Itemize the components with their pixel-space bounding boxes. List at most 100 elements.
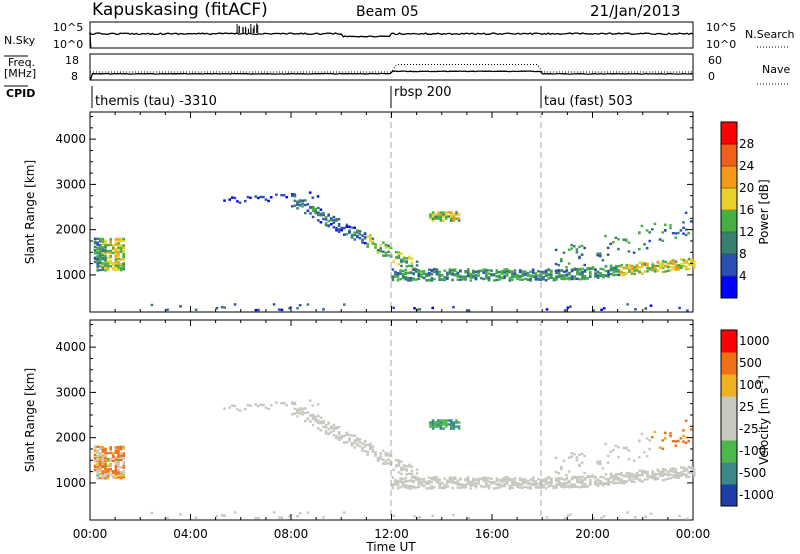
velocity-cell (363, 444, 367, 447)
station-title: Kapuskasing (fitACF) (92, 0, 268, 20)
power-cell (109, 261, 112, 265)
power-cell (429, 213, 432, 216)
velocity-cell (296, 515, 299, 518)
velocity-cell (350, 442, 354, 445)
velocity-cell (550, 484, 553, 487)
velocity-cell (615, 473, 618, 476)
power-cell (356, 231, 359, 234)
power-cell (557, 273, 561, 276)
velocity-cell (498, 479, 501, 482)
power-cell (563, 276, 566, 279)
power-cell (560, 274, 563, 277)
velocity-cell (617, 478, 621, 481)
power-cell (630, 267, 634, 271)
velocity-cell (405, 465, 408, 468)
power-cell (106, 251, 110, 254)
power-cell (565, 266, 568, 269)
power-cell (661, 231, 664, 234)
velocity-cell (500, 480, 504, 483)
velocity-cell (667, 474, 670, 477)
velocity-cell (634, 516, 637, 519)
power-cell (306, 303, 310, 306)
power-cell (434, 215, 437, 218)
velocity-cell (682, 469, 686, 473)
power-cell (117, 247, 120, 251)
cpid-segment-2: tau (fast) 503 (544, 94, 633, 109)
power-cell (442, 213, 445, 216)
power-cell (309, 212, 312, 215)
colorbar-tick-label: 4 (739, 269, 747, 283)
power-cell (508, 276, 512, 280)
velocity-cell (466, 480, 470, 483)
velocity-cell (625, 446, 628, 449)
power-cell (335, 219, 338, 222)
power-cell (685, 267, 688, 270)
power-cell (567, 262, 571, 265)
velocity-cell (495, 479, 499, 482)
velocity-cell (456, 483, 460, 486)
power-cell (672, 268, 675, 271)
power-cell (534, 272, 538, 275)
power-cell (400, 260, 403, 263)
velocity-cell (602, 482, 605, 485)
power-cell (641, 265, 644, 269)
velocity-cell (448, 476, 452, 479)
velocity-cell (490, 477, 493, 480)
power-cell (291, 194, 294, 197)
power-cell (615, 270, 618, 273)
velocity-cell (104, 477, 107, 480)
power-cell (353, 231, 356, 234)
power-cell (356, 235, 359, 239)
velocity-cell (280, 402, 283, 405)
power-cell (453, 268, 457, 271)
velocity-cell (358, 444, 362, 448)
velocity-cell (412, 485, 415, 488)
velocity-cell (439, 425, 443, 428)
velocity-cell (635, 475, 639, 478)
velocity-cell (649, 512, 653, 515)
velocity-cell (581, 475, 584, 478)
velocity-cell (570, 455, 573, 458)
power-cell (447, 215, 450, 218)
velocity-cell (601, 467, 605, 470)
power-cell (343, 233, 346, 236)
velocity-cell (282, 402, 286, 405)
velocity-cell (122, 460, 125, 464)
power-cell (442, 211, 445, 214)
velocity-cell (101, 455, 105, 458)
power-cell (580, 244, 584, 248)
velocity-cell (682, 429, 685, 432)
velocity-cell (573, 453, 576, 456)
power-cell (429, 215, 432, 218)
power-cell (573, 245, 576, 248)
velocity-cell (106, 470, 110, 473)
power-cell (317, 211, 320, 214)
power-cell (443, 277, 447, 281)
power-cell (557, 263, 560, 267)
power-cell (257, 308, 260, 312)
power-cell (117, 262, 120, 265)
velocity-cell (96, 470, 99, 473)
power-cell (521, 278, 525, 281)
velocity-cell (96, 467, 99, 471)
power-cell (410, 257, 414, 260)
power-cell (417, 274, 421, 278)
power-cell (542, 272, 545, 275)
power-cell (396, 276, 400, 279)
power-cell (456, 272, 460, 275)
power-cell (531, 271, 535, 274)
velocity-cell (664, 431, 667, 434)
power-cell (617, 265, 621, 268)
power-cell (122, 249, 125, 252)
velocity-cell (679, 437, 683, 440)
power-cell (555, 276, 558, 280)
velocity-cell (238, 409, 242, 412)
velocity-cell (638, 478, 641, 481)
velocity-cell (674, 471, 678, 474)
velocity-cell (335, 437, 338, 440)
power-cell (96, 243, 99, 246)
velocity-cell (413, 515, 416, 518)
power-cell (591, 266, 595, 269)
power-cell (122, 258, 125, 261)
